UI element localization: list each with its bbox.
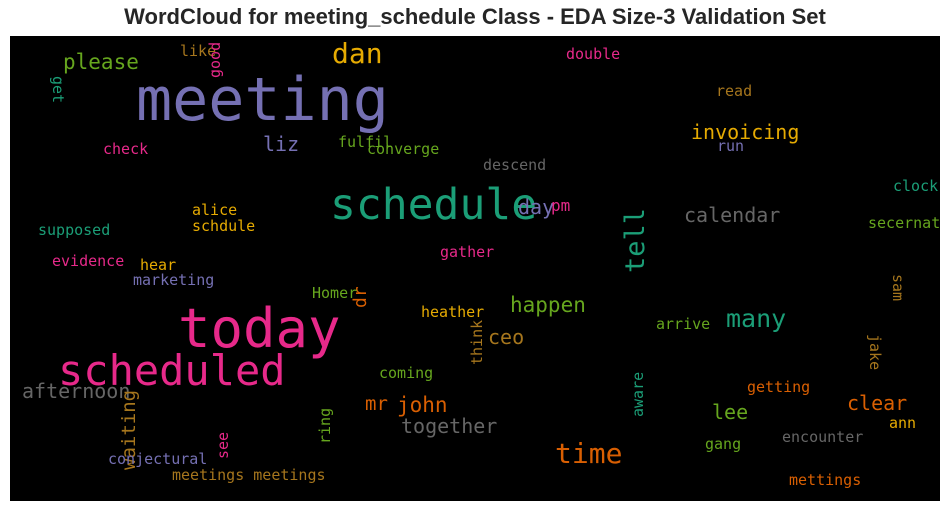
word-happen: happen xyxy=(510,293,586,317)
word-good: good xyxy=(206,41,224,78)
word-gather: gather xyxy=(440,243,495,261)
word-heather: heather xyxy=(421,303,485,321)
word-sam: sam xyxy=(889,274,907,302)
word-converge: converge xyxy=(367,140,440,158)
word-meetings-meetings: meetings meetings xyxy=(172,466,326,484)
word-mr: mr xyxy=(365,393,388,415)
word-check: check xyxy=(103,140,149,158)
word-gang: gang xyxy=(705,435,742,453)
word-aware: aware xyxy=(629,371,647,417)
word-supposed: supposed xyxy=(38,221,111,239)
word-think: think xyxy=(468,319,486,365)
word-alice: alice xyxy=(192,201,238,219)
word-please: please xyxy=(63,50,139,74)
word-schedule: schedule xyxy=(330,180,538,230)
word-homer: Homer xyxy=(312,284,358,302)
word-day: day xyxy=(518,195,555,219)
word-ceo: ceo xyxy=(488,325,525,349)
word-get: get xyxy=(49,76,67,104)
wordcloud-canvas: meeting today scheduled schedule dan time tell… xyxy=(10,36,940,501)
chart-title: WordCloud for meeting_schedule Class - E… xyxy=(124,4,826,29)
word-fulfil: fulfil xyxy=(338,133,393,151)
word-read: read xyxy=(716,82,753,100)
word-afternoon: afternoon xyxy=(22,379,131,403)
word-today: today xyxy=(178,297,341,360)
word-ann: ann xyxy=(889,414,917,432)
word-scheduled: scheduled xyxy=(58,346,286,395)
word-invoicing: invoicing xyxy=(691,120,800,144)
word-evidence: evidence xyxy=(52,252,125,270)
word-run: run xyxy=(717,137,745,155)
word-marketing: marketing xyxy=(133,271,215,289)
word-dan: dan xyxy=(332,37,383,70)
word-ring: ring xyxy=(316,407,334,444)
word-conjectural: conjectural xyxy=(108,450,208,468)
word-arrive: arrive xyxy=(656,315,711,333)
word-lee: lee xyxy=(712,400,749,424)
word-pm: pm xyxy=(551,196,571,215)
word-encounter: encounter xyxy=(782,428,864,446)
word-time: time xyxy=(555,437,623,470)
word-john: john xyxy=(397,393,448,417)
word-double: double xyxy=(566,45,621,63)
word-tell: tell xyxy=(620,207,651,273)
word-liz: liz xyxy=(263,132,300,156)
word-clock: clock xyxy=(893,177,939,195)
word-schdule: schdule xyxy=(192,217,256,235)
word-getting: getting xyxy=(747,378,811,396)
word-jake: jake xyxy=(866,334,884,371)
word-clear: clear xyxy=(847,391,908,415)
word-see: see xyxy=(214,431,232,459)
word-coming: coming xyxy=(379,364,434,382)
word-mettings: mettings xyxy=(789,471,862,489)
word-calendar: calendar xyxy=(684,203,781,227)
word-together: together xyxy=(401,414,498,438)
word-many: many xyxy=(726,304,787,333)
word-meeting: meeting xyxy=(136,65,389,135)
word-hear: hear xyxy=(140,256,177,274)
word-like: like xyxy=(180,42,217,60)
word-descend: descend xyxy=(483,156,547,174)
